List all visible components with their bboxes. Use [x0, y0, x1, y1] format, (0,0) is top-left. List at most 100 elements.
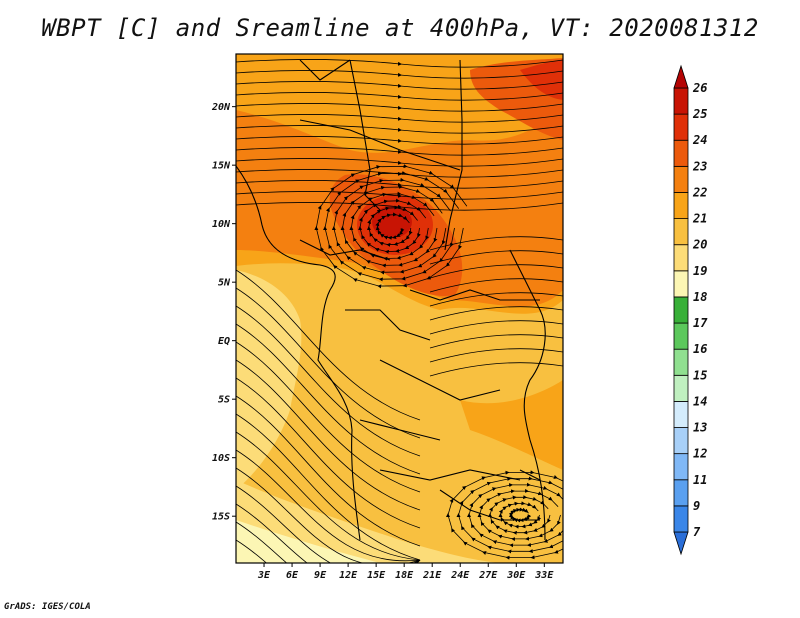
- lat-tick-label: 5N: [218, 278, 231, 289]
- lon-tick-label: 6E: [286, 570, 299, 581]
- streamline: [446, 470, 563, 560]
- streamline: [236, 341, 421, 493]
- streamline: [429, 362, 563, 377]
- colorbar-label: 25: [692, 107, 707, 121]
- streamline: [236, 81, 563, 90]
- colorbar-swatch: [673, 87, 689, 115]
- streamline: [236, 125, 563, 134]
- map-frame: [235, 53, 564, 564]
- streamline: [236, 305, 421, 457]
- colorbar-swatch: [673, 322, 689, 350]
- streamline: [236, 92, 563, 101]
- colorbar-swatch: [673, 374, 689, 402]
- colorbar-swatch: [673, 453, 689, 481]
- lon-tick-label: 9E: [314, 570, 327, 581]
- colorbar-label: 12: [693, 447, 707, 461]
- lat-tick-label: 15S: [212, 512, 230, 523]
- map-title: WBPT [C] and Sreamline at 400hPa, VT: 20…: [41, 14, 759, 42]
- streamline: [429, 306, 563, 321]
- colorbar-swatch: [673, 244, 689, 272]
- colorbar-label: 22: [692, 185, 707, 199]
- lon-tick-label: 27E: [478, 570, 498, 581]
- streamline: [429, 334, 563, 349]
- latitude-axis: 20N 15N 10N 5N EQ 5S 10S 15S: [211, 102, 236, 523]
- streamline: [236, 158, 563, 167]
- colorbar-swatch: [673, 348, 689, 376]
- lat-tick-label: 10S: [212, 453, 230, 464]
- colorbar-label: 11: [693, 473, 707, 487]
- streamline: [314, 164, 468, 289]
- lat-tick-label: 10N: [212, 219, 231, 230]
- colorbar-swatch: [673, 192, 689, 219]
- lon-tick-label: 12E: [339, 570, 358, 581]
- streamline: [236, 431, 421, 561]
- streamline: [236, 521, 421, 563]
- colorbar-swatch: [673, 505, 689, 533]
- streamline: [236, 485, 421, 563]
- streamline: [236, 70, 563, 79]
- streamline: [236, 413, 421, 561]
- streamline: [429, 348, 563, 363]
- streamline: [429, 278, 563, 293]
- lon-tick-label: 21E: [422, 570, 442, 581]
- colorbar-swatch: [673, 401, 689, 428]
- colorbar-swatch: [673, 479, 689, 507]
- streamline: [236, 287, 421, 439]
- streamline: [236, 269, 421, 421]
- colorbar-label: 20: [692, 238, 707, 252]
- colorbar-label: 23: [692, 159, 707, 173]
- lon-tick-label: 24E: [450, 570, 470, 581]
- lon-tick-label: 3E: [257, 570, 271, 581]
- lon-tick-label: 15E: [367, 570, 386, 581]
- streamline: [236, 377, 421, 529]
- streamline: [236, 395, 421, 547]
- lat-tick-label: 5S: [218, 395, 230, 406]
- colorbar-label: 16: [693, 342, 707, 356]
- streamline: [236, 103, 563, 112]
- colorbar-swatch: [673, 165, 689, 193]
- colorbar-label: 15: [693, 368, 707, 382]
- streamline: [429, 264, 563, 279]
- streamline: [236, 467, 421, 563]
- streamline: [236, 147, 563, 156]
- streamlines: [236, 59, 563, 563]
- colorbar-swatch: [673, 218, 689, 246]
- streamline: [236, 114, 563, 123]
- colorbar-label: 13: [693, 421, 707, 435]
- streamline: [236, 359, 421, 511]
- colorbar-swatch: [673, 139, 689, 167]
- streamline: [236, 539, 421, 563]
- streamline: [236, 503, 421, 563]
- streamline: [429, 250, 563, 265]
- streamline: [236, 449, 421, 562]
- lat-tick-label: 20N: [211, 102, 231, 113]
- colorbar-swatch: [673, 427, 689, 455]
- grads-credit: GrADS: IGES/COLA: [4, 602, 91, 612]
- colorbar-label: 18: [693, 290, 707, 304]
- colorbar-swatch: [673, 113, 689, 141]
- colorbar-label: 14: [693, 394, 707, 408]
- streamline: [429, 320, 563, 335]
- lon-tick-label: 18E: [395, 570, 414, 581]
- colorbar-label: 24: [692, 133, 707, 147]
- streamline: [236, 136, 563, 145]
- colorbar-label: 7: [693, 525, 701, 539]
- colorbar-max-arrow: [673, 64, 689, 89]
- streamline: [429, 292, 563, 307]
- lat-tick-label: EQ: [218, 336, 230, 347]
- colorbar-swatch: [673, 296, 689, 324]
- streamline: [236, 323, 421, 475]
- colorbar-swatch: [673, 270, 689, 298]
- lon-tick-label: 33E: [534, 570, 554, 581]
- colorbar-label: 26: [692, 81, 707, 95]
- colorbar-label: 17: [693, 316, 708, 330]
- lat-tick-label: 15N: [212, 161, 231, 172]
- colorbar-legend: 7 9 11 12 13 14 15 16 17 18 19 20 21 22 23 24 25 26: [673, 64, 708, 556]
- colorbar-min-arrow: [673, 531, 689, 556]
- colorbar-label: 9: [693, 499, 700, 513]
- colorbar-label: 21: [692, 212, 707, 226]
- longitude-axis: 3E 6E 9E 12E 15E 18E 21E 24E 27E 30E 33E: [257, 563, 554, 581]
- lon-tick-label: 30E: [506, 570, 526, 581]
- streamline: [236, 59, 563, 68]
